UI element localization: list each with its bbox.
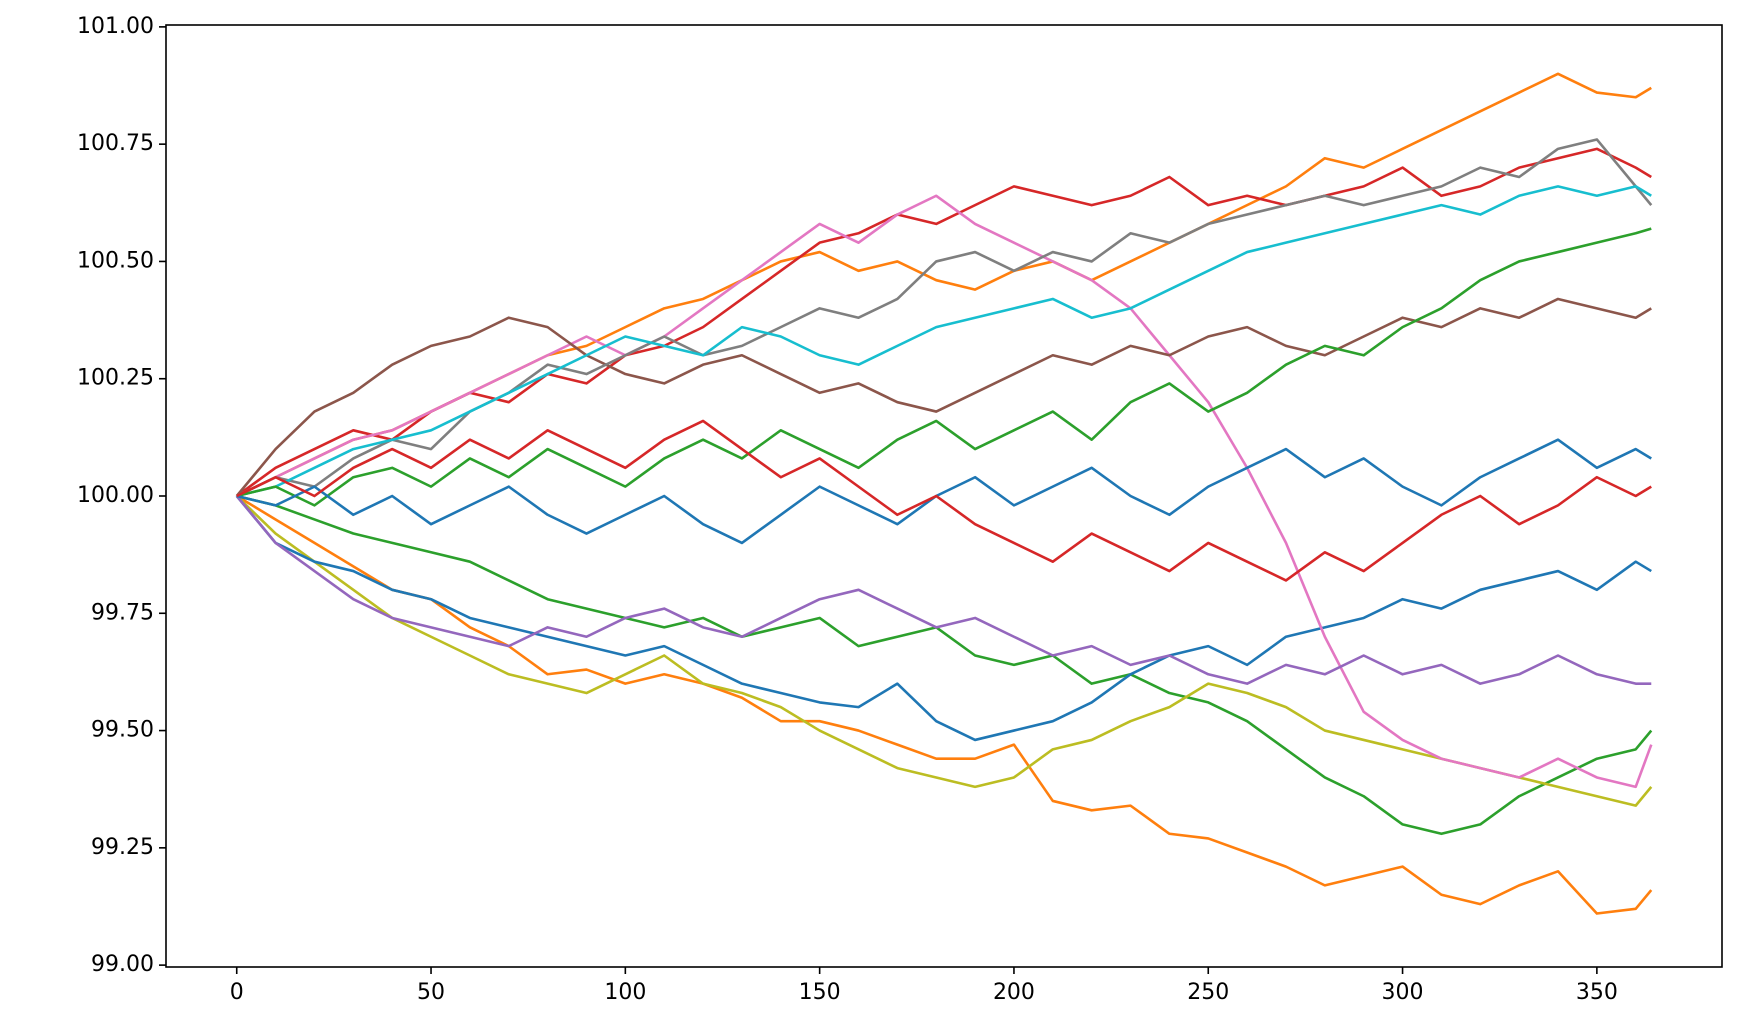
x-tick-label: 150 xyxy=(799,980,841,1005)
plot-lines xyxy=(235,72,1653,915)
series-line xyxy=(235,495,1653,807)
y-tick-label: 99.25 xyxy=(91,835,154,860)
x-tick-label: 100 xyxy=(604,980,646,1005)
x-tick-label: 350 xyxy=(1576,980,1618,1005)
y-tick-label: 99.50 xyxy=(91,718,154,743)
y-tick-label: 100.50 xyxy=(77,248,154,273)
series-line xyxy=(236,194,1653,789)
y-tick-label: 100.00 xyxy=(77,483,154,508)
series-line xyxy=(235,495,1652,742)
y-tick-label: 99.00 xyxy=(91,952,154,977)
x-tick-label: 300 xyxy=(1382,980,1424,1005)
series-line xyxy=(236,438,1652,545)
x-tick-label: 50 xyxy=(417,980,445,1005)
series-line xyxy=(236,227,1652,507)
series-line xyxy=(236,494,1653,915)
series-line xyxy=(235,297,1652,497)
series-line xyxy=(236,419,1652,582)
series-line xyxy=(236,185,1652,498)
y-tick-label: 100.75 xyxy=(77,131,154,156)
series-line xyxy=(235,147,1652,498)
y-tick-label: 99.75 xyxy=(91,600,154,625)
x-tick-label: 0 xyxy=(230,980,244,1005)
y-tick-label: 101.00 xyxy=(77,14,154,39)
x-tick-label: 250 xyxy=(1187,980,1229,1005)
x-tick-label: 200 xyxy=(993,980,1035,1005)
series-line xyxy=(236,494,1653,836)
y-tick-label: 100.25 xyxy=(77,366,154,391)
series-line xyxy=(235,495,1652,685)
plot-frame xyxy=(165,24,1723,968)
